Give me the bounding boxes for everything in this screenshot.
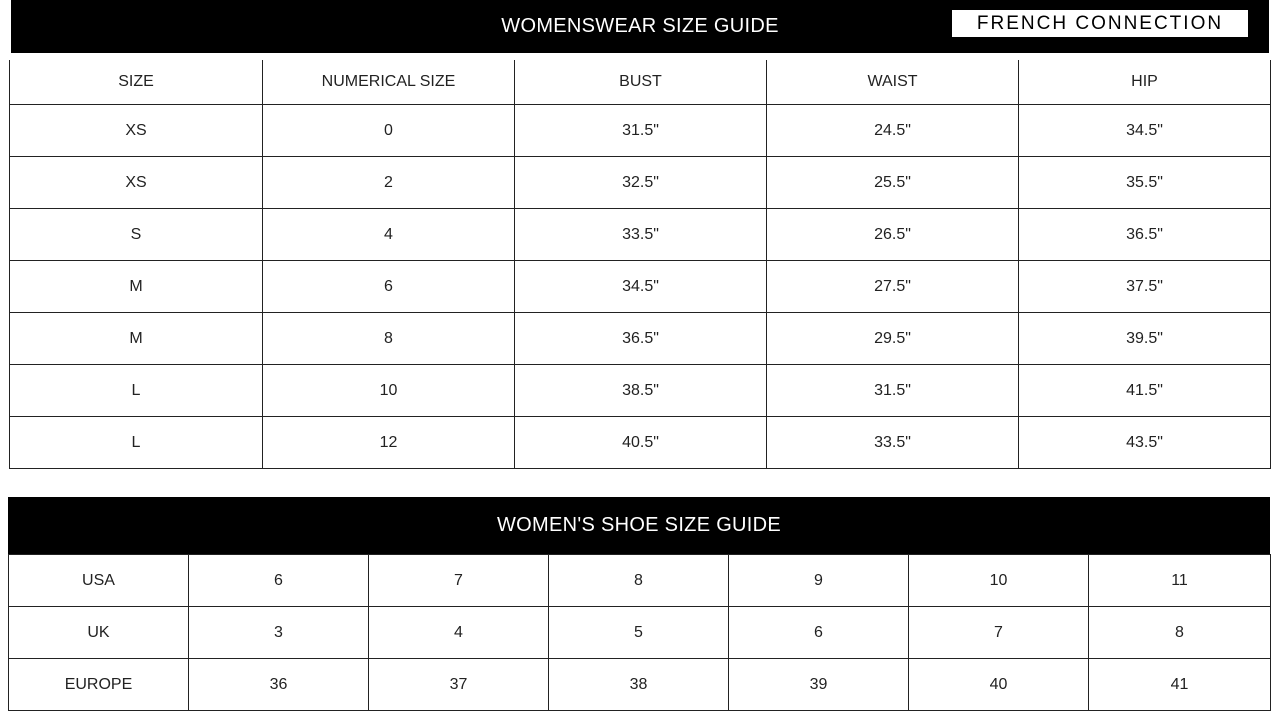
table-cell: 36 — [188, 658, 369, 711]
table-cell: 12 — [262, 416, 515, 469]
table-cell: 6 — [188, 554, 369, 607]
table-row: L 12 40.5" 33.5" 43.5" — [9, 416, 1271, 469]
table-row: L 10 38.5" 31.5" 41.5" — [9, 364, 1271, 417]
table-cell: 38 — [548, 658, 729, 711]
table-cell: 6 — [262, 260, 515, 313]
column-header: WAIST — [766, 60, 1019, 105]
table-cell: S — [9, 208, 263, 261]
table-row: XS 0 31.5" 24.5" 34.5" — [9, 104, 1271, 157]
table-cell: 6 — [728, 606, 909, 659]
table-cell: 11 — [1088, 554, 1271, 607]
table-cell: L — [9, 364, 263, 417]
table-cell: 8 — [262, 312, 515, 365]
table-cell: 3 — [188, 606, 369, 659]
table-cell: 8 — [548, 554, 729, 607]
column-header: SIZE — [9, 60, 263, 105]
table-cell: 43.5" — [1018, 416, 1271, 469]
table-row: M 8 36.5" 29.5" 39.5" — [9, 312, 1271, 365]
table-cell: 33.5" — [514, 208, 767, 261]
column-header: HIP — [1018, 60, 1271, 105]
size-guide-header: WOMENSWEAR SIZE GUIDE FRENCH CONNECTION — [11, 0, 1269, 53]
table-cell: 31.5" — [766, 364, 1019, 417]
table-cell: 34.5" — [514, 260, 767, 313]
table-cell: L — [9, 416, 263, 469]
shoe-size-table: USA 6 7 8 9 10 11 UK 3 4 5 6 7 8 EUROPE 36 37 38 39 40 41 — [8, 554, 1271, 711]
table-cell: 8 — [1088, 606, 1271, 659]
table-cell: 5 — [548, 606, 729, 659]
shoe-row: UK 3 4 5 6 7 8 — [8, 606, 1271, 659]
table-cell: 35.5" — [1018, 156, 1271, 209]
table-cell: 2 — [262, 156, 515, 209]
shoe-row: EUROPE 36 37 38 39 40 41 — [8, 658, 1271, 711]
table-cell: 41.5" — [1018, 364, 1271, 417]
shoe-guide-title: WOMEN'S SHOE SIZE GUIDE — [496, 514, 782, 536]
table-cell: 7 — [908, 606, 1089, 659]
row-label: USA — [8, 554, 189, 607]
page-title: WOMENSWEAR SIZE GUIDE — [501, 15, 779, 37]
table-cell: 4 — [368, 606, 549, 659]
table-row: S 4 33.5" 26.5" 36.5" — [9, 208, 1271, 261]
table-cell: 9 — [728, 554, 909, 607]
table-cell: 7 — [368, 554, 549, 607]
table-cell: 34.5" — [1018, 104, 1271, 157]
column-header: BUST — [514, 60, 767, 105]
table-cell: 10 — [908, 554, 1089, 607]
table-cell: 37.5" — [1018, 260, 1271, 313]
table-cell: 24.5" — [766, 104, 1019, 157]
table-cell: M — [9, 312, 263, 365]
table-cell: 39.5" — [1018, 312, 1271, 365]
column-header: NUMERICAL SIZE — [262, 60, 515, 105]
shoe-guide-header: WOMEN'S SHOE SIZE GUIDE — [8, 497, 1270, 554]
table-cell: 38.5" — [514, 364, 767, 417]
table-header-row: SIZE NUMERICAL SIZE BUST WAIST HIP — [9, 60, 1271, 105]
table-cell: 33.5" — [766, 416, 1019, 469]
table-cell: 27.5" — [766, 260, 1019, 313]
table-cell: XS — [9, 104, 263, 157]
table-cell: 25.5" — [766, 156, 1019, 209]
table-cell: 26.5" — [766, 208, 1019, 261]
table-cell: 40.5" — [514, 416, 767, 469]
table-cell: 0 — [262, 104, 515, 157]
table-cell: 29.5" — [766, 312, 1019, 365]
shoe-row: USA 6 7 8 9 10 11 — [8, 554, 1271, 607]
table-cell: XS — [9, 156, 263, 209]
table-cell: 36.5" — [514, 312, 767, 365]
table-cell: 41 — [1088, 658, 1271, 711]
row-label: UK — [8, 606, 189, 659]
brand-logo: FRENCH CONNECTION — [952, 10, 1248, 37]
womenswear-size-table: SIZE NUMERICAL SIZE BUST WAIST HIP XS 0 31.5" 24… — [9, 60, 1271, 469]
table-row: M 6 34.5" 27.5" 37.5" — [9, 260, 1271, 313]
table-cell: 32.5" — [514, 156, 767, 209]
table-cell: 39 — [728, 658, 909, 711]
table-row: XS 2 32.5" 25.5" 35.5" — [9, 156, 1271, 209]
table-cell: 31.5" — [514, 104, 767, 157]
table-cell: 10 — [262, 364, 515, 417]
table-cell: 40 — [908, 658, 1089, 711]
table-cell: 4 — [262, 208, 515, 261]
table-cell: 36.5" — [1018, 208, 1271, 261]
row-label: EUROPE — [8, 658, 189, 711]
table-cell: M — [9, 260, 263, 313]
table-cell: 37 — [368, 658, 549, 711]
